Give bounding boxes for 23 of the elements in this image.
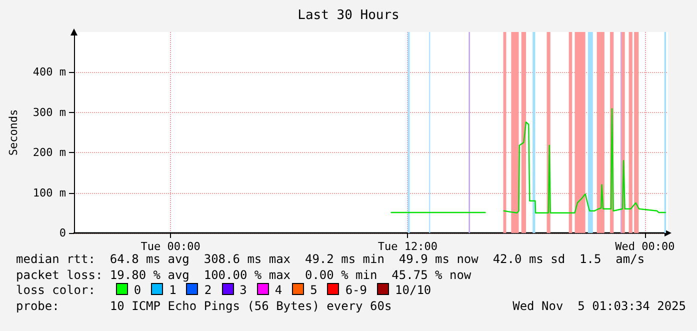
text: 0 (134, 283, 142, 297)
x-tick-label: Tue 00:00 (140, 240, 200, 253)
text: 6-9 (345, 283, 368, 297)
y-tick-label: 400 m (32, 66, 66, 79)
text: 4 (274, 283, 282, 297)
x-tick-label: Wed 00:00 (615, 240, 675, 253)
text: packet loss: 19.80 % avg 100.00 % max 0.00 % min 45.75 % now (16, 268, 472, 283)
text: probe: 10 ICMP Echo Pings (56 Bytes) every 60s (16, 298, 392, 312)
y-tick-label: 300 m (32, 106, 66, 119)
text: 3 (240, 283, 247, 297)
text: 2 (204, 283, 212, 297)
x-tick-label: Tue 12:00 (378, 240, 438, 253)
y-axis-title: Seconds (7, 109, 20, 156)
text: Wed Nov 5 01:03:34 2025 (512, 298, 686, 314)
y-tick-label: 200 m (32, 146, 66, 160)
text: loss color: (16, 283, 96, 297)
y-tick-label: 100 m (32, 186, 66, 200)
y-tick-label: 0 (59, 226, 66, 240)
text: 5 (310, 283, 318, 297)
text: 1 (169, 283, 176, 297)
chart-title: Last 30 Hours (298, 8, 400, 23)
text: 10/10 (395, 283, 432, 297)
text: median rtt: 64.8 ms avg 308.6 ms max 49.2 ms min 49.9 ms now 42.0 ms sd 1.5 am/s (16, 252, 646, 268)
